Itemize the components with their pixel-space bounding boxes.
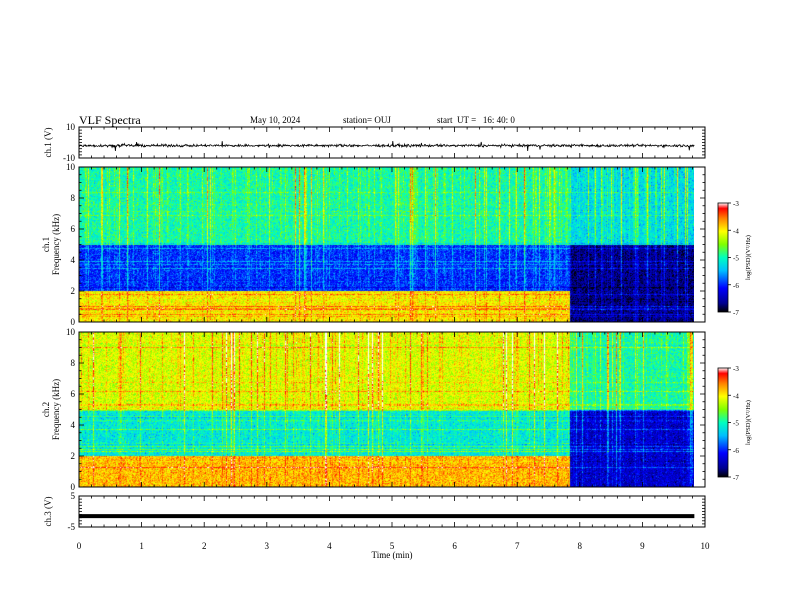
ch1-spec-ytick-label: 8: [71, 193, 76, 203]
ch2-spec-colorbar: [717, 367, 729, 478]
ch2-spec-colorbar-tick-label: -3: [733, 365, 739, 373]
ch1-spec-colorbar-tick-label: -7: [733, 309, 739, 317]
ch1-trace: [78, 140, 695, 152]
x-tick-label: 6: [452, 541, 457, 551]
x-tick-label: 1: [139, 541, 144, 551]
x-tick-label: 2: [202, 541, 207, 551]
ch1-spec-ytick-label: 4: [71, 255, 76, 265]
ch3-ylabel: ch.3 (V): [43, 497, 53, 527]
x-tick-label: 4: [327, 541, 332, 551]
start-ut-label: start UT = 16: 40: 0: [437, 115, 515, 125]
ch2-spec-ylabel: Frequency (kHz): [51, 379, 61, 440]
ch3-ytick-label: 5: [71, 491, 76, 501]
ch1-spec-colorbar-tick-label: -6: [733, 282, 739, 290]
x-tick-label: 3: [265, 541, 270, 551]
x-tick-label: 8: [578, 541, 583, 551]
x-tick-label: 10: [701, 541, 711, 551]
ch1-spec-colorbar-tick-label: -5: [733, 255, 739, 263]
ch2-spec-ytick-label: 10: [66, 327, 76, 337]
ch1-spec-ylabel: ch.1: [41, 237, 51, 252]
ch2-spec-ytick-label: 4: [71, 420, 76, 430]
ch2-spec-colorbar-tick-label: -6: [733, 447, 739, 455]
ch1-spec-ytick-label: 10: [66, 162, 76, 172]
x-tick-label: 0: [77, 541, 82, 551]
x-tick-label: 7: [515, 541, 520, 551]
ch2-spec-colorbar-tick-label: -5: [733, 420, 739, 428]
ch3-ytick-label: -5: [68, 522, 76, 532]
ch1-spec-ytick-label: 2: [71, 286, 76, 296]
ch1-ytick-label: 10: [66, 122, 76, 132]
ch2-spec-ylabel: ch.2: [41, 402, 51, 417]
x-tick-label: 9: [640, 541, 645, 551]
ch1-spec-ylabel: Frequency (kHz): [51, 214, 61, 275]
ch2-spec-ytick-label: 0: [71, 482, 76, 492]
ch2-spectrogram-image: [79, 332, 694, 487]
ch1-spec-colorbar-label: log(PSD)(V²/Hz): [745, 235, 752, 280]
x-tick-label: 5: [390, 541, 395, 551]
ch1-spec-colorbar-tick-label: -3: [733, 200, 739, 208]
ch2-spec-ytick-label: 6: [71, 389, 76, 399]
ch1-spec-ytick-label: 6: [71, 224, 76, 234]
ch1-spec-colorbar: [717, 202, 729, 313]
date-label: May 10, 2024: [250, 115, 301, 125]
x-axis-label: Time (min): [372, 550, 413, 560]
ch2-spec-colorbar-tick-label: -4: [733, 392, 739, 400]
ch2-spec-ytick-label: 2: [71, 451, 76, 461]
ch2-spec-colorbar-label: log(PSD)(V²/Hz): [745, 400, 752, 445]
ch1-spec-ytick-label: 0: [71, 317, 76, 327]
ch1-ytick-label: -10: [63, 153, 75, 163]
ch1-spec-colorbar-tick-label: -4: [733, 227, 739, 235]
ch1-ylabel: ch.1 (V): [43, 128, 53, 158]
chart-title: VLF Spectra: [79, 113, 141, 127]
station-label: station= OUJ: [343, 115, 391, 125]
ch1-spectrogram-image: [79, 167, 694, 322]
ch2-spec-ytick-label: 8: [71, 358, 76, 368]
ch2-spec-colorbar-tick-label: -7: [733, 474, 739, 482]
